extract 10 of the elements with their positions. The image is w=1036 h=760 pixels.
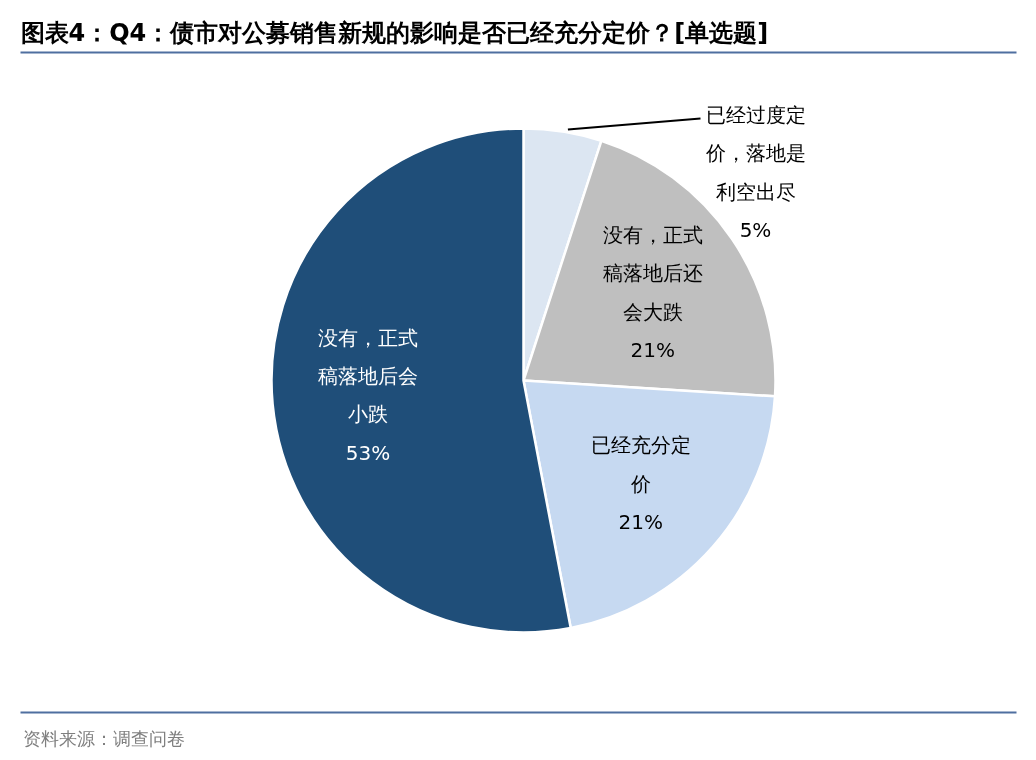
chart-title: 图表4：Q4：债市对公募销售新规的影响是否已经充分定价？[单选题]: [20, 18, 769, 47]
data-label: 21%: [618, 510, 663, 535]
text: 资料来源：调查问卷: [22, 728, 185, 749]
data-label: 21%: [630, 338, 675, 363]
data-label: 5%: [739, 218, 772, 243]
slice-label: 没有，正式稿落地后会小跌: [317, 325, 418, 427]
slice-label: 已经充分定价: [590, 433, 691, 496]
slice-label: 已经过度定价，落地是利空出尽: [704, 102, 806, 204]
data-label: 53%: [345, 440, 391, 465]
slice-label: 没有，正式稿落地后还会大跌: [602, 223, 703, 324]
